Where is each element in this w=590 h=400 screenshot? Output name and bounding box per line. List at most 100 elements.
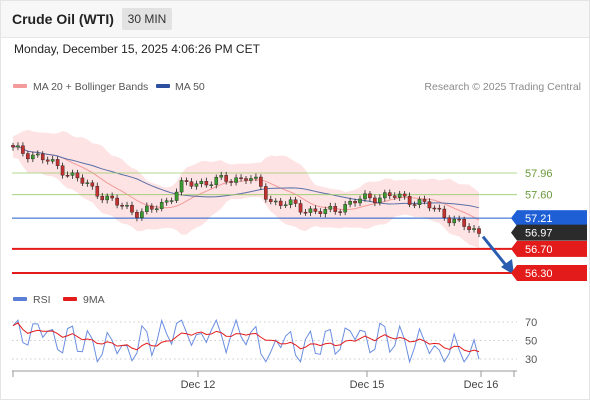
level-tag-pointer [511, 240, 517, 257]
level-tag-label: 56.70 [525, 244, 553, 256]
candle-body [110, 195, 114, 199]
candle [283, 201, 288, 209]
candle-body [199, 181, 204, 184]
candle-body [467, 226, 471, 230]
candle [169, 197, 174, 205]
candle-body [239, 177, 243, 179]
candle-body [462, 219, 466, 227]
candle-body [343, 204, 347, 213]
forecast-arrow [481, 235, 514, 275]
timeframe-button[interactable]: 30 MIN [122, 8, 172, 30]
candle [328, 202, 333, 213]
candle [402, 190, 407, 200]
candle-body [219, 175, 224, 178]
candle-body [26, 153, 30, 160]
candle-body [80, 177, 85, 184]
candle-body [273, 200, 278, 203]
candle [135, 209, 139, 222]
candle [447, 215, 452, 227]
level-tag-3: 56.97 [511, 224, 587, 241]
x-tick-label: Dec 16 [464, 379, 499, 391]
forecast-arrow-head [501, 259, 514, 275]
candle [26, 150, 30, 163]
candle-body [65, 174, 70, 177]
level-tag-pointer [511, 210, 517, 227]
candle [90, 180, 95, 190]
candle-body [268, 199, 273, 202]
candle-body [363, 193, 367, 200]
candle [358, 195, 362, 207]
candle [199, 178, 204, 188]
candle [35, 150, 40, 158]
candle-body [432, 207, 437, 210]
ma50-line [12, 145, 480, 209]
candle [259, 174, 263, 191]
candle-body [100, 196, 105, 201]
candle [229, 179, 233, 187]
candle-body [70, 172, 75, 176]
candle-body [412, 204, 417, 206]
level-tag-box [517, 210, 587, 227]
candle-body [383, 192, 387, 199]
candle [278, 197, 283, 210]
candle-body [259, 176, 263, 187]
candle [125, 201, 129, 209]
candle [308, 205, 313, 217]
candle-body [387, 192, 392, 197]
candle-body [90, 182, 95, 187]
candle-body [264, 186, 268, 200]
candle-body [328, 206, 333, 210]
candle-body [179, 180, 184, 193]
candle-body [422, 199, 427, 202]
main-legend: MA 20 + Bollinger Bands MA 50 Research ©… [13, 81, 581, 93]
level-tag-1: 57.60 [525, 190, 553, 202]
candle [427, 198, 432, 212]
candle-body [234, 177, 238, 183]
candle [462, 216, 466, 231]
legend-label-rsi: RSI [33, 294, 51, 306]
candle [184, 177, 189, 186]
candle-body [159, 202, 164, 209]
candle [140, 208, 144, 221]
rsi-pane: 70 50 30 [12, 317, 537, 366]
candle-body [45, 159, 50, 162]
candle [214, 174, 219, 189]
candle-body [204, 181, 209, 186]
candle [174, 188, 179, 204]
candle [313, 205, 318, 215]
candle-body [293, 199, 298, 204]
legend-swatch-rsi [13, 297, 27, 301]
bollinger-band [13, 129, 479, 249]
candle [150, 203, 154, 213]
legend-swatch-ma50 [156, 84, 170, 88]
candle [115, 194, 119, 209]
candle-body [437, 207, 442, 210]
candle [343, 200, 347, 216]
candle [40, 151, 45, 164]
candle [110, 192, 114, 201]
candle-body [308, 208, 313, 213]
candle-body [427, 201, 432, 209]
level-tag-pointer [511, 224, 517, 241]
candle [383, 189, 387, 202]
candle [397, 190, 402, 201]
level-tag-box [517, 240, 587, 257]
x-axis: Dec 12 Dec 15 Dec 16 [12, 370, 517, 391]
candle [467, 223, 471, 233]
candle [100, 192, 105, 204]
forecast-arrow-shaft [481, 235, 511, 270]
candle-body [154, 208, 159, 210]
x-ticks: Dec 12 Dec 15 Dec 16 [12, 371, 515, 391]
candle [80, 174, 85, 186]
candle [363, 190, 367, 202]
credit-label: Research © 2025 Trading Central [424, 81, 581, 93]
candle-body [189, 181, 194, 187]
candle [219, 171, 224, 181]
candle [417, 196, 422, 209]
legend-swatch-9ma [63, 297, 77, 301]
candles [11, 142, 481, 238]
candle [338, 209, 342, 216]
level-tag-4: 56.70 [511, 240, 587, 257]
candle [85, 179, 90, 187]
rsi-line [12, 318, 480, 364]
